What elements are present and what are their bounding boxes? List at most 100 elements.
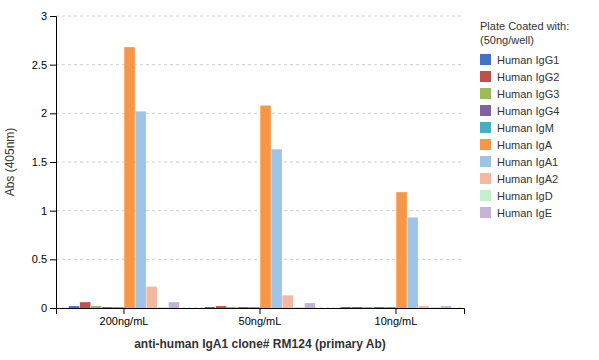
legend-swatch <box>480 88 491 99</box>
legend-label: Human IgG4 <box>497 105 559 117</box>
grid-line <box>56 16 464 17</box>
grid-line <box>56 162 464 163</box>
bar <box>102 307 113 308</box>
legend-label: Human IgE <box>497 207 552 219</box>
y-tick-label: 0.5 <box>32 253 47 265</box>
bar-series <box>146 287 429 308</box>
bar <box>282 295 293 308</box>
legend-item: Human IgA <box>480 139 553 151</box>
y-tick-label: 1 <box>41 205 47 217</box>
bar <box>374 307 385 308</box>
bar-series <box>158 307 441 308</box>
legend-label: Human IgA2 <box>497 173 558 185</box>
legend-swatch <box>480 122 491 133</box>
bar-series <box>135 111 418 308</box>
y-axis: 0 0.5 1 1.5 2 2.5 3 <box>32 10 57 314</box>
x-tick-mark <box>124 308 125 314</box>
bar-series <box>169 302 452 308</box>
legend-label: Human IgG3 <box>497 88 559 100</box>
y-tick-label: 2.5 <box>32 59 47 71</box>
y-tick: 2.5 <box>32 59 56 71</box>
x-axis-title: anti-human IgA1 clone# RM124 (primary Ab… <box>134 337 386 351</box>
y-tick-label: 2 <box>41 107 47 119</box>
bar <box>169 302 180 308</box>
x-axis-line <box>57 309 465 315</box>
y-tick-label: 3 <box>41 10 47 22</box>
legend-swatch <box>480 207 491 218</box>
x-tick-mark <box>260 308 261 314</box>
y-tick-mark <box>50 211 56 212</box>
y-axis-title: Abs (405nm) <box>3 128 17 197</box>
bar <box>124 47 135 308</box>
legend-item: Human IgD <box>480 190 553 202</box>
y-tick-mark <box>50 259 56 260</box>
legend-item: Human IgG3 <box>480 88 559 100</box>
legend-item: Human IgG4 <box>480 105 559 117</box>
bar <box>294 307 305 308</box>
bar <box>205 307 216 308</box>
legend-label: Human IgA1 <box>497 156 558 168</box>
legend-swatch <box>480 173 491 184</box>
legend-title-line: Plate Coated with: <box>480 20 572 32</box>
y-tick-mark <box>50 65 56 66</box>
x-tick-label: 200ng/mL <box>100 315 149 327</box>
legend-item: Human IgM <box>480 122 554 134</box>
y-tick-mark <box>50 16 56 17</box>
bar <box>341 307 352 308</box>
bar <box>407 217 418 308</box>
legend-title: Plate Coated with: (50ng/well) <box>480 20 572 46</box>
x-tick: 50ng/mL <box>239 308 282 327</box>
x-axis: 200ng/mL 50ng/mL 10ng/mL <box>57 308 465 327</box>
x-tick-mark <box>396 308 397 314</box>
legend-item: Human IgA1 <box>480 156 558 168</box>
bar <box>158 307 169 308</box>
grid-line <box>56 64 464 65</box>
legend-swatch <box>480 156 491 167</box>
x-tick: 200ng/mL <box>100 308 149 327</box>
bars <box>69 47 451 308</box>
y-tick: 0.5 <box>32 253 56 265</box>
bar <box>249 307 260 308</box>
legend-swatch <box>480 139 491 150</box>
legend-item: Human IgG1 <box>480 54 559 66</box>
legend-label: Human IgG1 <box>497 54 559 66</box>
x-tick-label: 10ng/mL <box>375 315 418 327</box>
bar <box>69 306 80 308</box>
bar <box>271 149 282 308</box>
legend-item: Human IgA2 <box>480 173 558 185</box>
legend-swatch <box>480 54 491 65</box>
bar <box>305 303 316 308</box>
grid <box>56 16 464 308</box>
bar <box>216 306 227 308</box>
bar-series <box>124 47 407 308</box>
x-tick-label: 50ng/mL <box>239 315 282 327</box>
bar <box>146 287 157 308</box>
legend-swatch <box>480 105 491 116</box>
legend-label: Human IgM <box>497 122 554 134</box>
y-tick-mark <box>50 162 56 163</box>
bar <box>363 307 374 308</box>
bar <box>113 307 124 308</box>
y-tick: 2 <box>41 107 56 119</box>
legend-label: Human IgG2 <box>497 71 559 83</box>
bar <box>80 302 91 308</box>
y-tick-label: 1.5 <box>32 156 47 168</box>
legend-swatch <box>480 190 491 201</box>
legend-title-line: (50ng/well) <box>480 34 534 46</box>
chart: 0 0.5 1 1.5 2 2.5 3 200ng/mL 50ng/mL 10ng/mL anti-… <box>0 0 599 360</box>
bar <box>430 307 441 308</box>
plot: 0 0.5 1 1.5 2 2.5 3 200ng/mL 50ng/mL 10ng/mL anti-… <box>3 10 465 351</box>
bar <box>396 192 407 308</box>
bar-series <box>80 302 363 308</box>
grid-line <box>56 113 464 114</box>
y-tick: 1 <box>41 205 56 217</box>
y-tick: 1.5 <box>32 156 56 168</box>
bar <box>135 111 146 308</box>
y-tick-mark <box>50 113 56 114</box>
bar <box>385 307 396 308</box>
y-tick: 0 <box>41 302 56 314</box>
bar <box>91 306 102 308</box>
bar <box>227 307 238 308</box>
y-tick-label: 0 <box>41 302 47 314</box>
bar <box>352 307 363 308</box>
